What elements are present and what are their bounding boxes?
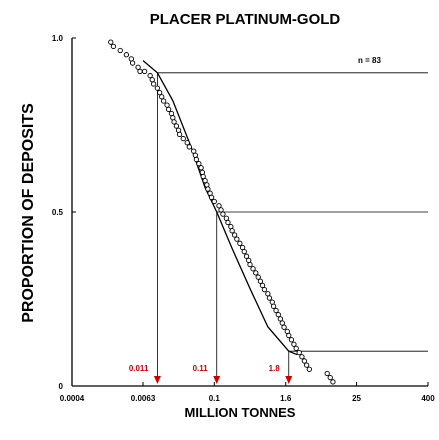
threshold-arrowhead [153, 376, 161, 384]
data-point [288, 337, 295, 343]
data-point [108, 39, 114, 45]
data-point [296, 349, 302, 356]
data-point [253, 270, 259, 276]
data-point [257, 278, 264, 284]
data-point [255, 274, 261, 280]
data-point [281, 324, 287, 330]
n-count-label: n = 83 [358, 56, 381, 65]
data-point [176, 131, 183, 138]
data-point [204, 182, 210, 188]
data-point [184, 140, 190, 146]
threshold-label: 0.011 [129, 364, 149, 373]
data-point [273, 307, 279, 314]
data-point [165, 106, 172, 112]
data-point [123, 52, 130, 58]
data-point [216, 203, 222, 209]
threshold-annotations: 0.011 0.11 1.8 [129, 364, 293, 384]
data-point [231, 232, 238, 238]
data-point [160, 98, 167, 104]
data-point [171, 119, 177, 125]
fitted-curve-path [142, 60, 298, 356]
y-tick-label: 1.0 [52, 34, 64, 43]
y-tick-label: 0 [59, 382, 64, 391]
x-tick-label: 1.6 [280, 394, 292, 403]
data-point [117, 47, 123, 54]
data-point [218, 207, 224, 213]
y-axis-label: PROPORTION OF DEPOSITS [20, 103, 37, 323]
threshold-arrowhead [213, 376, 221, 384]
data-point [301, 358, 308, 364]
data-point [247, 261, 253, 268]
data-point [156, 89, 163, 96]
data-point [275, 312, 281, 318]
data-point [202, 178, 208, 184]
data-point [330, 379, 336, 385]
data-point [234, 236, 240, 242]
data-point [137, 68, 143, 75]
data-point [186, 144, 192, 150]
data-point [229, 228, 235, 234]
y-axis-ticks: 0 0.5 1.0 [52, 34, 76, 391]
data-point [303, 362, 310, 368]
x-tick-label: 25 [352, 394, 361, 403]
data-point [128, 56, 134, 62]
data-point [208, 194, 215, 201]
x-tick-label: 0.1 [209, 394, 221, 403]
data-point [220, 211, 226, 217]
data-point [327, 374, 333, 381]
data-point [286, 332, 292, 339]
data-point [225, 219, 231, 226]
threshold-arrowhead [285, 376, 293, 384]
level-guide-lines [157, 72, 428, 379]
data-point [279, 320, 285, 326]
data-point [129, 60, 136, 66]
x-axis-label: MILLION TONNES [185, 405, 296, 420]
data-point [199, 169, 206, 175]
threshold-label: 0.11 [193, 364, 209, 373]
chart-title: PLACER PLATINUM-GOLD [150, 11, 341, 28]
data-point [192, 152, 199, 158]
data-point [196, 160, 202, 167]
data-point [324, 370, 330, 377]
data-point [147, 72, 153, 79]
data-point [306, 366, 312, 372]
data-point [250, 266, 256, 272]
data-point [241, 249, 247, 255]
data-point [175, 127, 182, 133]
data-point [211, 198, 217, 205]
data-point [291, 341, 297, 347]
data-point [293, 345, 299, 352]
data-point [277, 316, 284, 322]
data-point [237, 240, 243, 246]
data-point [259, 282, 266, 289]
x-tick-label: 400 [421, 394, 435, 403]
data-point [299, 354, 305, 360]
data-point [150, 81, 157, 87]
data-point [110, 43, 117, 49]
data-point [159, 94, 165, 100]
data-point [154, 85, 161, 91]
y-tick-label: 0.5 [52, 208, 64, 217]
data-point [170, 115, 176, 121]
data-point [243, 253, 250, 259]
x-tick-label: 0.0063 [131, 394, 156, 403]
threshold-label: 1.8 [269, 364, 281, 373]
data-point [193, 156, 200, 163]
data-point [173, 123, 180, 129]
data-point [135, 64, 141, 70]
data-point [198, 165, 204, 171]
data-point [266, 295, 273, 301]
data-point [141, 68, 148, 75]
x-tick-label: 0.0004 [60, 394, 85, 403]
data-point [180, 135, 186, 142]
fitted-curve [142, 60, 298, 356]
x-axis-ticks: 0.0004 0.0063 0.1 1.6 25 400 [60, 382, 435, 403]
data-point [270, 303, 277, 309]
data-point [261, 286, 268, 293]
data-points [108, 39, 336, 385]
data-point [205, 186, 211, 192]
data-point [200, 173, 206, 180]
